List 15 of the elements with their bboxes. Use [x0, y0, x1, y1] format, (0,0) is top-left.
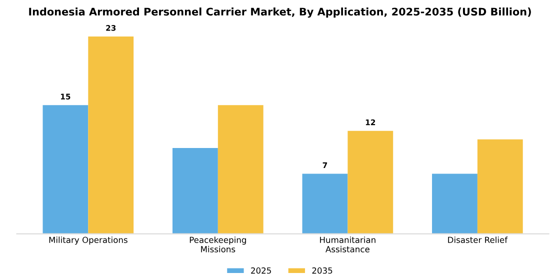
bar	[302, 174, 348, 234]
bar	[218, 105, 264, 234]
x-tick-label: Disaster Relief	[448, 236, 508, 244]
bar	[42, 105, 88, 234]
bar	[432, 174, 478, 234]
legend-label: 2025	[251, 267, 271, 274]
bar	[88, 36, 134, 234]
x-tick-label: Peacekeeping Missions	[190, 236, 246, 252]
bar	[172, 148, 218, 234]
bar	[477, 139, 523, 234]
chart-title: Indonesia Armored Personnel Carrier Market, By Application, 2025-2035 (USD Billion)	[29, 8, 531, 18]
legend-label: 2035	[312, 267, 332, 274]
bar	[348, 130, 394, 234]
x-tick-label: Military Operations	[49, 236, 128, 245]
x-tick-label: Humanitarian Assistance	[320, 236, 376, 252]
